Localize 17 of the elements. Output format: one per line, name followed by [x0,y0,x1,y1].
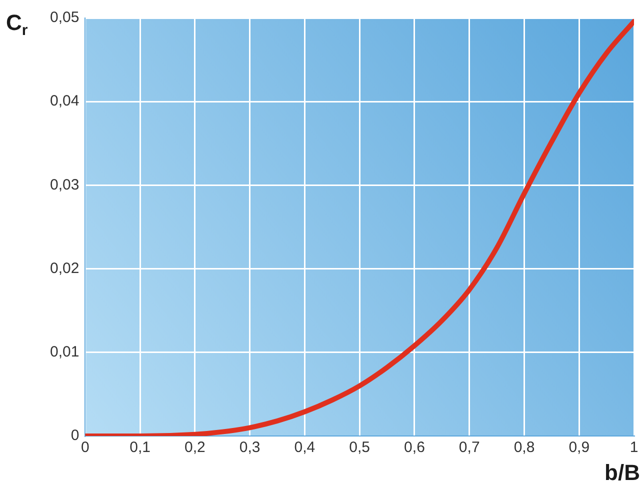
x-tick-label: 0,7 [458,439,480,456]
x-tick-label: 0,5 [349,439,370,456]
x-tick-label: 0,9 [568,439,590,456]
y-tick-label: 0,03 [50,176,80,194]
x-tick-label: 0,3 [239,439,260,456]
y-tick-label: 0,04 [50,92,80,110]
x-tick-label: 1 [630,439,638,456]
x-axis-title: b/B [604,460,640,485]
x-tick-label: 0,4 [294,439,316,456]
x-tick-label: 0,1 [130,439,151,456]
y-tick-label: 0,05 [50,9,80,26]
x-tick-label: 0,2 [184,439,206,456]
x-tick-label: 0,8 [514,439,535,456]
x-tick-label: 0,6 [404,439,425,456]
y-tick-label: 0,02 [50,260,80,277]
y-tick-label: 0 [70,427,80,444]
y-tick-label: 0,01 [50,344,80,361]
